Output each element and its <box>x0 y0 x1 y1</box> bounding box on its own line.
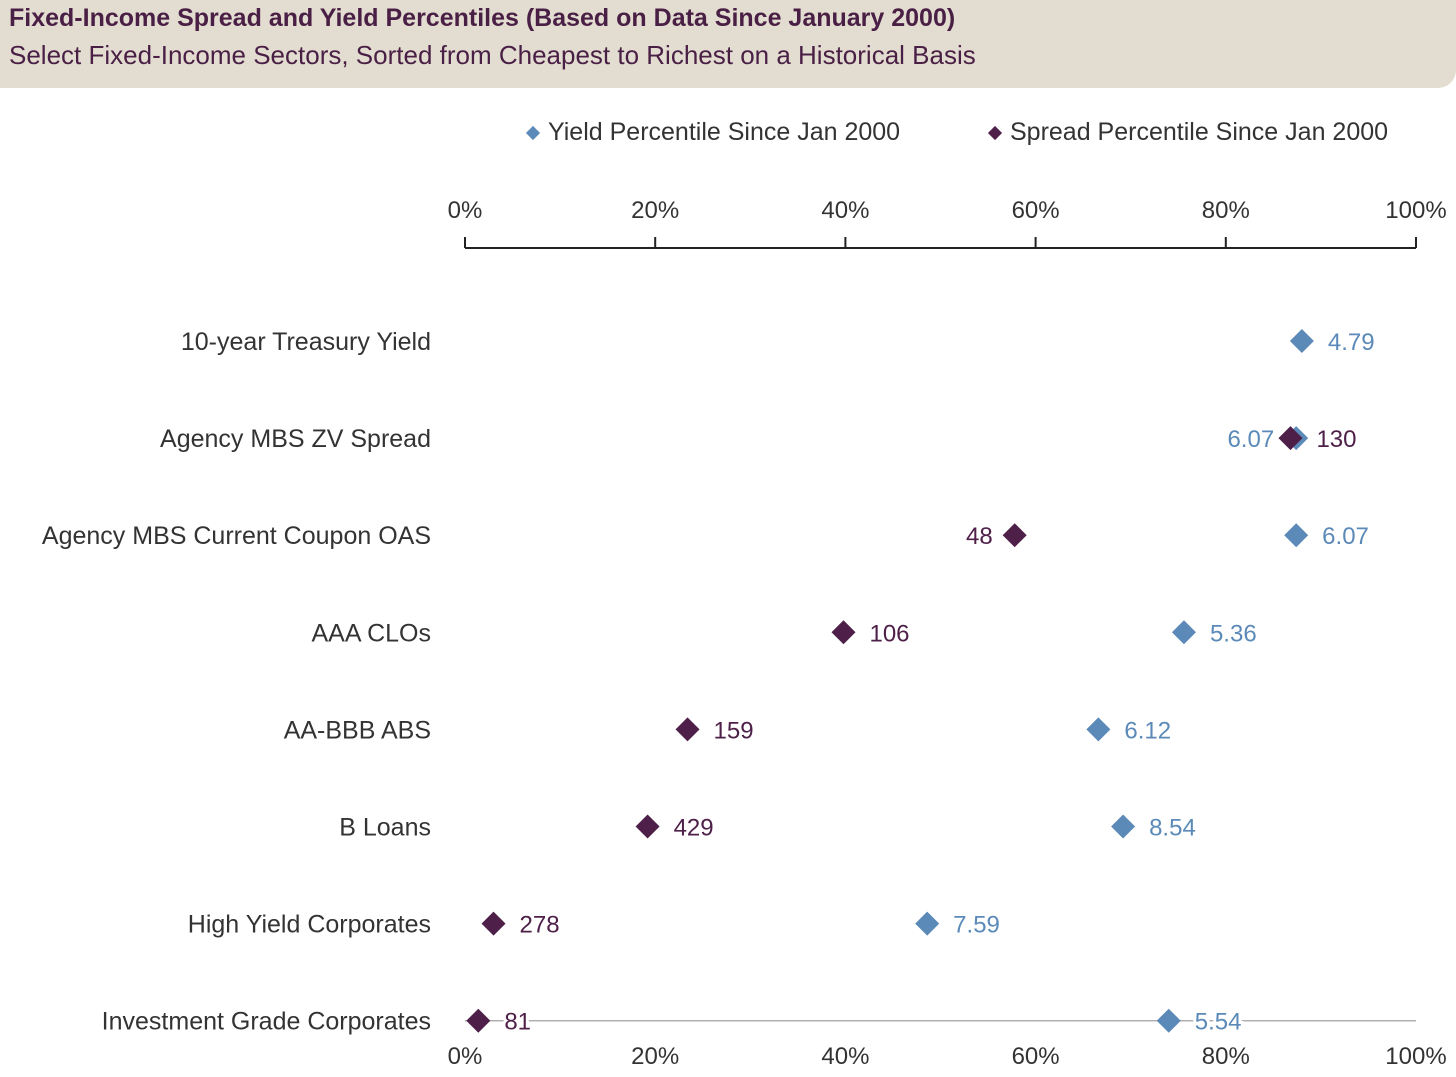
yield-value-label-halo: 6.12 <box>1124 717 1171 744</box>
category-label: 10-year Treasury Yield <box>181 328 431 356</box>
spread-value-label-halo: 48 <box>966 523 993 550</box>
yield-point <box>1111 814 1136 839</box>
spread-value-label-halo: 429 <box>674 815 714 842</box>
yield-value-label: 5.54 <box>1195 1009 1242 1036</box>
yield-value-label-halo: 4.79 <box>1328 329 1375 356</box>
top-axis-tick-label: 60% <box>1012 197 1060 224</box>
title-banner <box>0 0 1456 88</box>
yield-value-label-halo: 7.59 <box>953 912 1000 939</box>
legend-spread-label: Spread Percentile Since Jan 2000 <box>1010 118 1389 146</box>
yield-point <box>1289 329 1314 353</box>
legend-spread: Spread Percentile Since Jan 2000 <box>987 118 1389 147</box>
spread-value-label: 429 <box>674 815 714 842</box>
legend-yield-label: Yield Percentile Since Jan 2000 <box>548 118 901 146</box>
spread-value-label: 278 <box>520 912 560 939</box>
yield-point <box>1284 523 1309 548</box>
spread-value-label-halo: 81 <box>504 1009 531 1036</box>
spread-value-label: 130 <box>1316 426 1356 453</box>
yield-value-label: 8.54 <box>1149 815 1196 842</box>
top-axis-tick-label: 100% <box>1385 197 1446 224</box>
category-label: Agency MBS ZV Spread <box>160 425 431 453</box>
spread-point <box>1002 523 1027 548</box>
spread-value-label: 106 <box>869 620 909 647</box>
top-axis-tick-label: 0% <box>448 197 483 224</box>
chart-title: Fixed-Income Spread and Yield Percentile… <box>9 4 956 32</box>
yield-value-label: 4.79 <box>1328 329 1375 356</box>
yield-value-label: 6.07 <box>1322 523 1369 550</box>
spread-value-label: 48 <box>966 523 993 550</box>
category-label: AAA CLOs <box>312 619 432 647</box>
legend-yield: Yield Percentile Since Jan 2000 <box>525 118 901 147</box>
yield-value-label-halo: 6.07 <box>1322 523 1369 550</box>
bottom-axis-tick-label: 20% <box>631 1043 679 1070</box>
top-axis-tick-label: 80% <box>1202 197 1250 224</box>
top-axis-tick-label: 20% <box>631 197 679 224</box>
category-label: High Yield Corporates <box>188 911 431 939</box>
spread-value-label-halo: 106 <box>869 620 909 647</box>
yield-value-label-halo: 5.36 <box>1210 620 1257 647</box>
category-label: Agency MBS Current Coupon OAS <box>42 522 431 550</box>
spread-point <box>481 911 506 936</box>
category-label: B Loans <box>339 814 431 842</box>
yield-value-label: 6.12 <box>1124 717 1171 744</box>
yield-value-label-halo: 8.54 <box>1149 815 1196 842</box>
yield-point <box>1156 1008 1181 1033</box>
spread-value-label-halo: 278 <box>520 912 560 939</box>
spread-value-label: 159 <box>714 717 754 744</box>
yield-point <box>1086 717 1111 742</box>
spread-value-label: 81 <box>504 1009 531 1036</box>
bottom-axis-tick-label: 100% <box>1385 1043 1446 1070</box>
spread-point <box>675 717 700 742</box>
yield-value-label: 7.59 <box>953 912 1000 939</box>
yield-value-label-halo: 5.54 <box>1195 1009 1242 1036</box>
chart-subtitle: Select Fixed-Income Sectors, Sorted from… <box>9 40 976 70</box>
category-label: Investment Grade Corporates <box>102 1008 431 1036</box>
yield-value-label-halo: 6.07 <box>1227 426 1274 453</box>
spread-point <box>831 620 856 645</box>
bottom-axis-tick-label: 60% <box>1012 1043 1060 1070</box>
spread-point <box>466 1008 491 1033</box>
spread-value-label-halo: 159 <box>714 717 754 744</box>
spread-point <box>635 814 660 839</box>
spread-point <box>1278 426 1303 451</box>
spread-value-label-halo: 130 <box>1316 426 1356 453</box>
yield-point <box>915 911 940 936</box>
bottom-axis-tick-label: 40% <box>821 1043 869 1070</box>
category-label: AA-BBB ABS <box>284 716 431 744</box>
yield-point <box>1171 620 1196 645</box>
bottom-axis-tick-label: 80% <box>1202 1043 1250 1070</box>
yield-value-label: 6.07 <box>1227 426 1274 453</box>
bottom-axis-tick-label: 0% <box>448 1043 483 1070</box>
top-axis-tick-label: 40% <box>821 197 869 224</box>
yield-value-label: 5.36 <box>1210 620 1257 647</box>
